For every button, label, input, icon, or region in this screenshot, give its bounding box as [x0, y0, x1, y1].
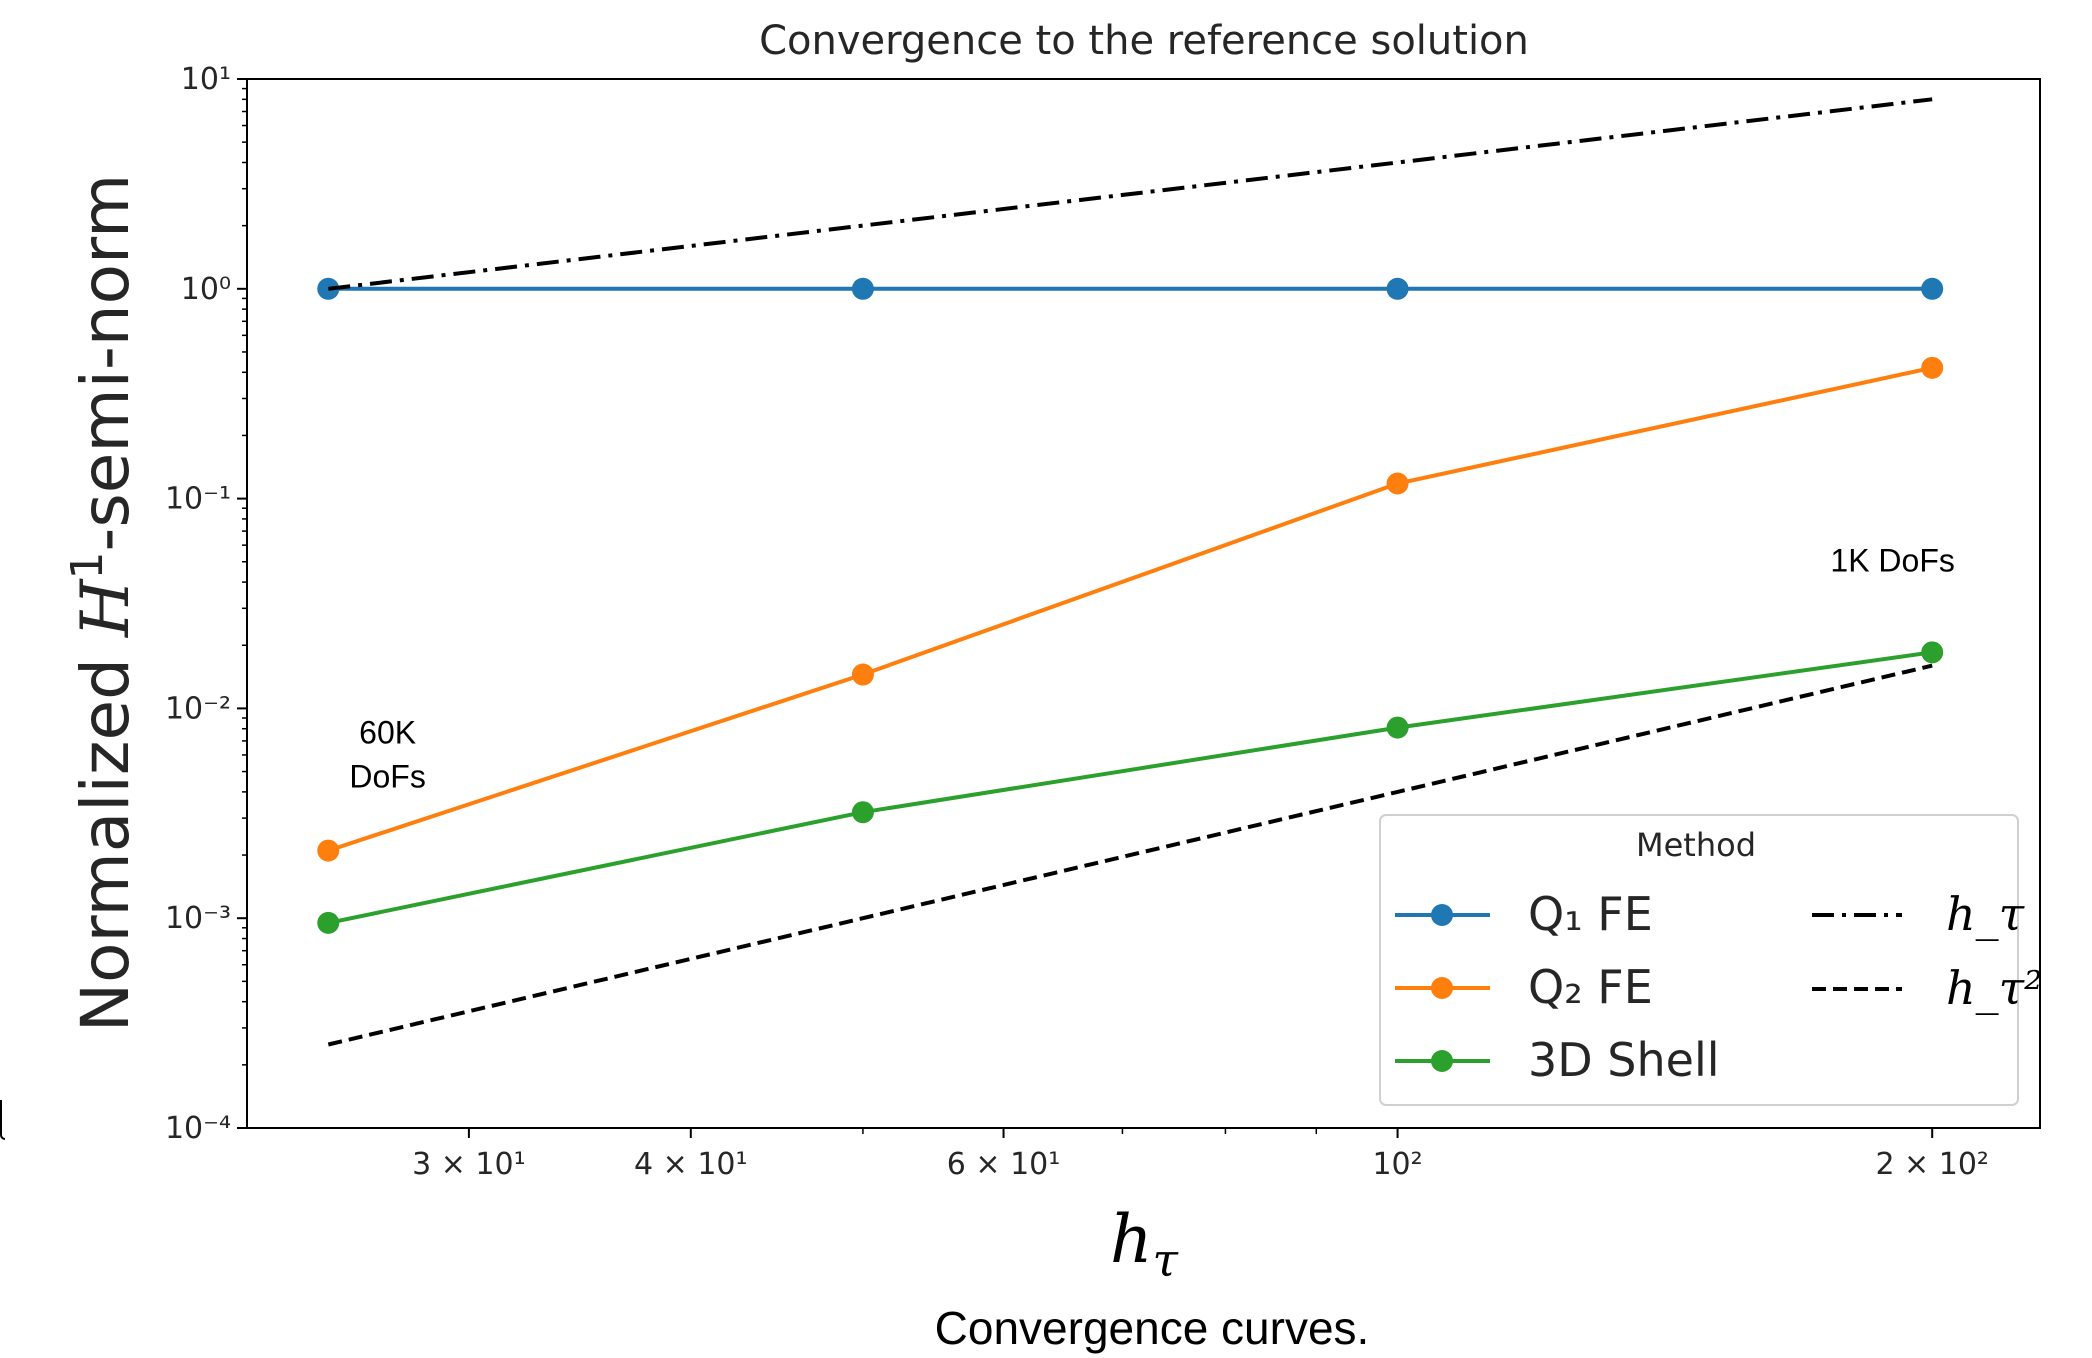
- x-tick-label: 10²: [1372, 1147, 1422, 1182]
- annotations: 60K DoFs 1K DoFs: [349, 542, 1954, 794]
- x-tick-label: 6 × 10¹: [947, 1147, 1061, 1182]
- data-point-0: [851, 277, 874, 300]
- legend-label: 3D Shell: [1528, 1033, 1720, 1087]
- y-tick-label: 10¹: [181, 62, 231, 97]
- x-tick-label: 2 × 10²: [1875, 1147, 1989, 1182]
- y-tick-label: 10⁰: [181, 272, 231, 307]
- data-point-2: [1921, 641, 1944, 664]
- data-point-1: [317, 839, 340, 862]
- y-tick-label: 10⁻¹: [165, 482, 231, 517]
- y-tick-label: 10⁻⁴: [165, 1111, 231, 1146]
- legend-marker: [1431, 1050, 1453, 1072]
- chart-title: Convergence to the reference solution: [759, 18, 1529, 64]
- data-point-0: [1386, 277, 1409, 300]
- legend-label: h_τ: [1946, 887, 2026, 941]
- legend-label: Q₂ FE: [1528, 960, 1653, 1014]
- data-point-0: [1921, 277, 1944, 300]
- annotation-label: 60K: [359, 715, 416, 751]
- plot-area: 10⁻⁴ 10⁻³ 10⁻² 10⁻¹ 10⁰ 10¹ 3 × 10¹ 4 × 10¹ 6 ×…: [165, 62, 2041, 1182]
- y-axis: 10⁻⁴ 10⁻³ 10⁻² 10⁻¹ 10⁰ 10¹: [165, 62, 247, 1146]
- legend-items: Q₁ FE Q₂ FE 3D Shell h_τ h_τ²: [1395, 887, 2043, 1087]
- legend-label: h_τ²: [1946, 961, 2043, 1015]
- series-line-2: [327, 650, 1933, 925]
- series-line-1: [327, 365, 1933, 853]
- series-line-4: [327, 663, 1933, 1047]
- data-point-2: [1386, 716, 1409, 739]
- data-point-2: [851, 801, 874, 824]
- legend-label: Q₁ FE: [1528, 887, 1653, 941]
- legend-marker: [1431, 904, 1453, 926]
- plot-frame: [246, 78, 2041, 1129]
- series-line-3: [328, 97, 1933, 291]
- legend-box: [1379, 814, 2019, 1106]
- legend-title: Method: [1636, 826, 1756, 864]
- data-point-1: [1921, 356, 1944, 379]
- annotation-label: DoFs: [349, 759, 425, 795]
- x-axis-label: hτ: [1110, 1201, 1180, 1287]
- legend-marker: [1431, 977, 1453, 999]
- data-point-1: [1386, 472, 1409, 495]
- y-tick-label: 10⁻³: [165, 901, 231, 936]
- data-point-0: [317, 277, 340, 300]
- legend: Method Q₁ FE Q₂ FE 3D Shell h_τ h_τ²: [1379, 814, 2043, 1106]
- edge-fragment: [0, 1100, 5, 1140]
- data-point-2: [317, 911, 340, 934]
- y-tick-label: 10⁻²: [165, 691, 231, 726]
- figure-caption: Convergence curves.: [935, 1302, 1370, 1354]
- data-point-1: [851, 663, 874, 686]
- series-lines: [317, 97, 1944, 1047]
- x-tick-label: 3 × 10¹: [412, 1147, 526, 1182]
- x-tick-label: 4 × 10¹: [634, 1147, 748, 1182]
- x-axis: 3 × 10¹ 4 × 10¹ 6 × 10¹ 10² 2 × 10²: [412, 1128, 1989, 1182]
- annotation-label: 1K DoFs: [1830, 542, 1954, 578]
- y-axis-label: Normalized H1-semi-norm: [62, 174, 144, 1033]
